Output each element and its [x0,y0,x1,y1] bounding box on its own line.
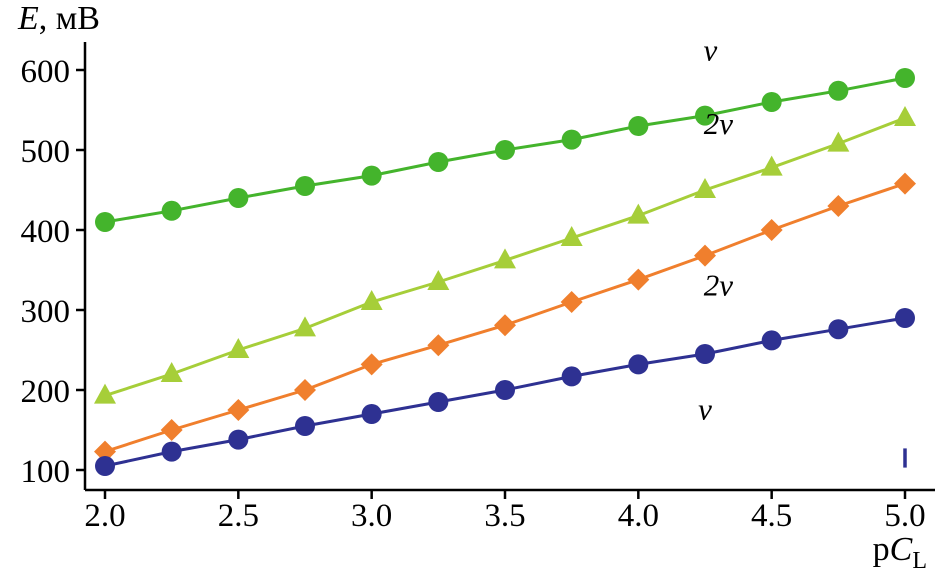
data-point-marker [560,226,583,246]
y-tick-label: 400 [21,214,71,250]
y-tick-label: 600 [21,54,71,90]
y-tick-label: 300 [21,294,71,330]
data-point-marker [160,419,183,441]
data-point-marker [161,441,182,462]
y-tick-label: 500 [21,134,71,170]
data-point-marker [228,429,249,450]
data-point-marker [760,155,783,176]
data-point-marker [228,188,249,208]
x-tick-label: 3.0 [351,498,392,534]
data-point-marker [427,334,450,357]
y-tick-label: 200 [21,374,71,410]
data-point-marker [360,353,383,376]
data-point-marker [95,456,115,476]
data-point-marker [494,248,516,269]
data-point-marker [894,172,916,195]
series-label: ν [698,392,712,427]
data-point-marker [428,152,449,172]
data-point-marker [495,380,515,400]
data-point-marker [895,308,915,328]
x-tick-label: 5.0 [884,498,925,534]
x-tick-label: 3.5 [484,498,525,534]
data-point-marker [627,203,650,224]
data-point-marker [694,178,716,198]
data-point-marker [294,316,316,337]
data-point-marker [428,392,449,412]
x-axis-title: pCL [873,531,927,575]
x-axis-title-p: p [872,531,890,569]
data-point-marker [161,200,182,221]
data-point-marker [561,366,582,387]
data-point-marker [761,330,782,351]
x-tick-label: 4.0 [618,498,659,534]
data-point-marker [828,80,849,101]
data-point-marker [294,379,316,401]
series-label: 2ν [704,268,734,303]
data-point-marker [494,314,516,337]
series-label: ν [703,32,717,67]
data-point-marker [560,291,583,313]
data-point-marker [628,116,649,136]
data-point-marker [361,404,382,424]
y-tick-label: 100 [21,454,71,490]
data-point-marker [94,383,116,404]
data-point-marker [827,195,850,217]
series-label: 2ν [704,106,734,141]
data-point-marker [895,68,915,88]
data-point-marker [160,362,183,382]
data-point-marker [894,106,916,126]
data-point-marker [95,212,115,232]
data-point-marker [695,105,715,126]
data-point-marker [361,165,382,186]
x-axis-title-symbol: C [889,531,913,569]
data-point-marker [760,219,783,241]
data-point-marker [695,344,715,364]
data-point-marker [495,140,515,160]
data-point-marker [227,338,250,358]
y-axis-title-symbol: E [18,0,39,37]
data-point-marker [827,131,850,152]
y-axis-title: E, мВ [18,0,100,38]
data-point-marker [227,399,250,421]
data-point-marker [694,244,716,267]
x-tick-label: 2.0 [84,498,125,534]
data-point-marker [427,270,450,290]
data-point-marker [295,416,315,436]
data-point-marker [628,354,649,375]
data-point-marker [561,129,582,150]
data-point-marker [761,92,782,112]
data-point-marker [828,319,849,340]
data-point-marker [295,176,315,196]
data-point-marker [360,290,383,310]
data-point-marker [627,268,650,291]
x-axis-title-subscript: L [912,548,927,574]
y-axis-title-units: , мВ [38,0,100,37]
x-tick-label: 4.5 [751,498,792,534]
data-point-marker [94,440,116,463]
x-tick-label: 2.5 [218,498,259,534]
